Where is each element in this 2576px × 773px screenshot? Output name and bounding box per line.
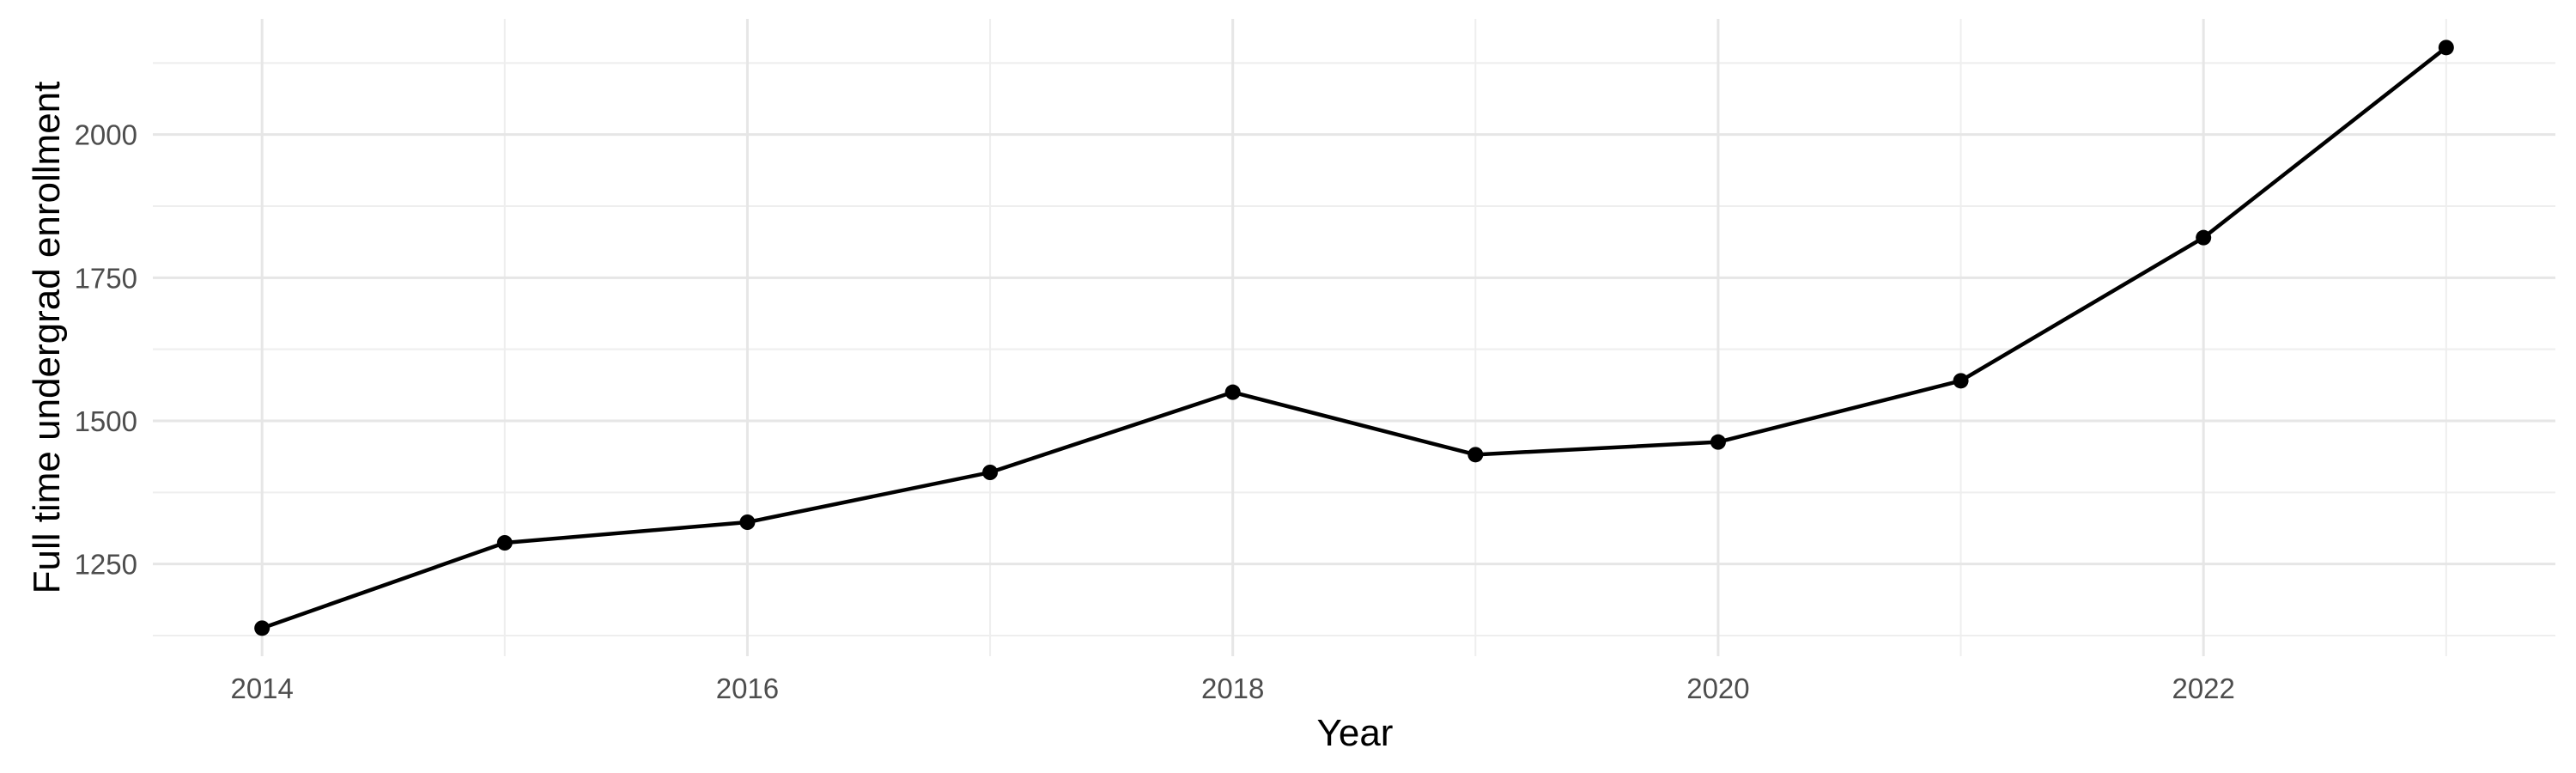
y-tick-label: 1500 <box>75 405 137 437</box>
data-line <box>261 46 2448 630</box>
y-tick-label: 2000 <box>75 119 137 151</box>
y-tick-label: 1750 <box>75 262 137 294</box>
data-point <box>254 620 270 636</box>
data-point <box>1953 373 1969 389</box>
x-tick-label: 2014 <box>230 673 293 704</box>
data-point <box>982 465 999 480</box>
minor-gridlines <box>153 19 2555 656</box>
y-axis-title: Full time undergrad enrollment <box>26 81 68 594</box>
data-point <box>496 535 513 551</box>
x-tick-label: 2018 <box>1201 673 1264 704</box>
data-point <box>1710 434 1726 450</box>
enrollment-series <box>254 40 2454 636</box>
x-axis-tick-labels: 2014 2016 2018 2020 2022 <box>230 673 2234 704</box>
data-point <box>1467 447 1484 463</box>
data-point <box>739 514 756 530</box>
major-gridlines <box>153 19 2555 656</box>
data-point <box>2438 40 2454 56</box>
x-tick-label: 2022 <box>2172 673 2234 704</box>
data-point <box>1224 384 1241 400</box>
y-axis-tick-labels: 1250 1500 1750 2000 <box>75 119 137 581</box>
x-tick-label: 2020 <box>1686 673 1749 704</box>
x-axis-title: Year <box>1316 712 1394 754</box>
y-tick-label: 1250 <box>75 549 137 581</box>
x-tick-label: 2016 <box>716 673 779 704</box>
data-point <box>2196 229 2212 246</box>
